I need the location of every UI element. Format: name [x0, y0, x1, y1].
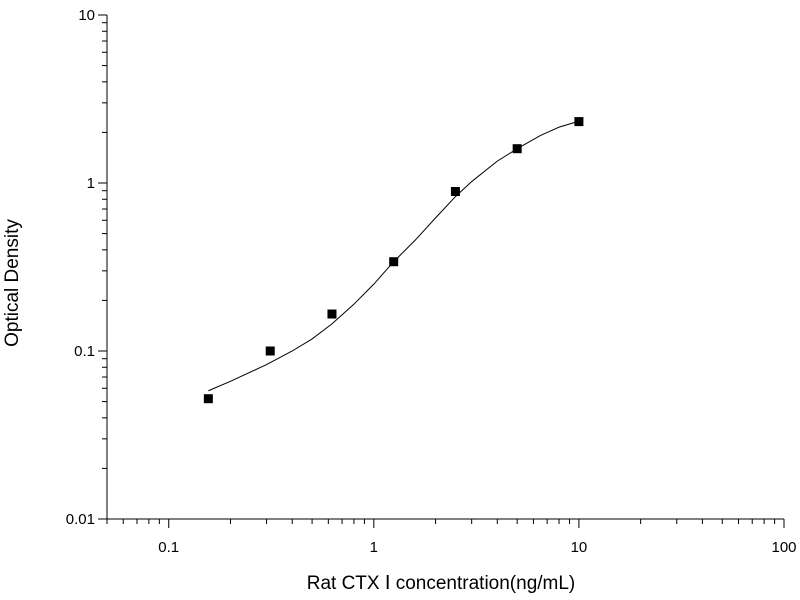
x-tick-label: 0.1 [158, 539, 179, 556]
data-point-marker [512, 144, 522, 154]
axes-layer: 0.1 1 10 100 0.01 0.1 1 10 [66, 7, 797, 556]
data-point-marker [203, 394, 213, 404]
x-tick-label: 1 [370, 539, 378, 556]
data-point-marker [450, 187, 460, 197]
y-tick-label: 0.01 [66, 511, 95, 528]
data-point-marker [574, 117, 584, 127]
data-points-layer [203, 117, 584, 404]
x-tick-label: 10 [571, 539, 588, 556]
x-axis-title: Rat CTX Ⅰ concentration(ng/mL) [307, 573, 576, 594]
y-tick-label: 0.1 [74, 343, 95, 360]
data-point-marker [265, 346, 275, 356]
data-point-marker [327, 309, 337, 319]
y-axis-title: Optical Density [2, 219, 23, 347]
y-tick-label: 1 [87, 175, 95, 192]
data-point-marker [389, 257, 399, 267]
x-tick-label: 100 [771, 539, 796, 556]
y-tick-label: 10 [78, 7, 95, 24]
